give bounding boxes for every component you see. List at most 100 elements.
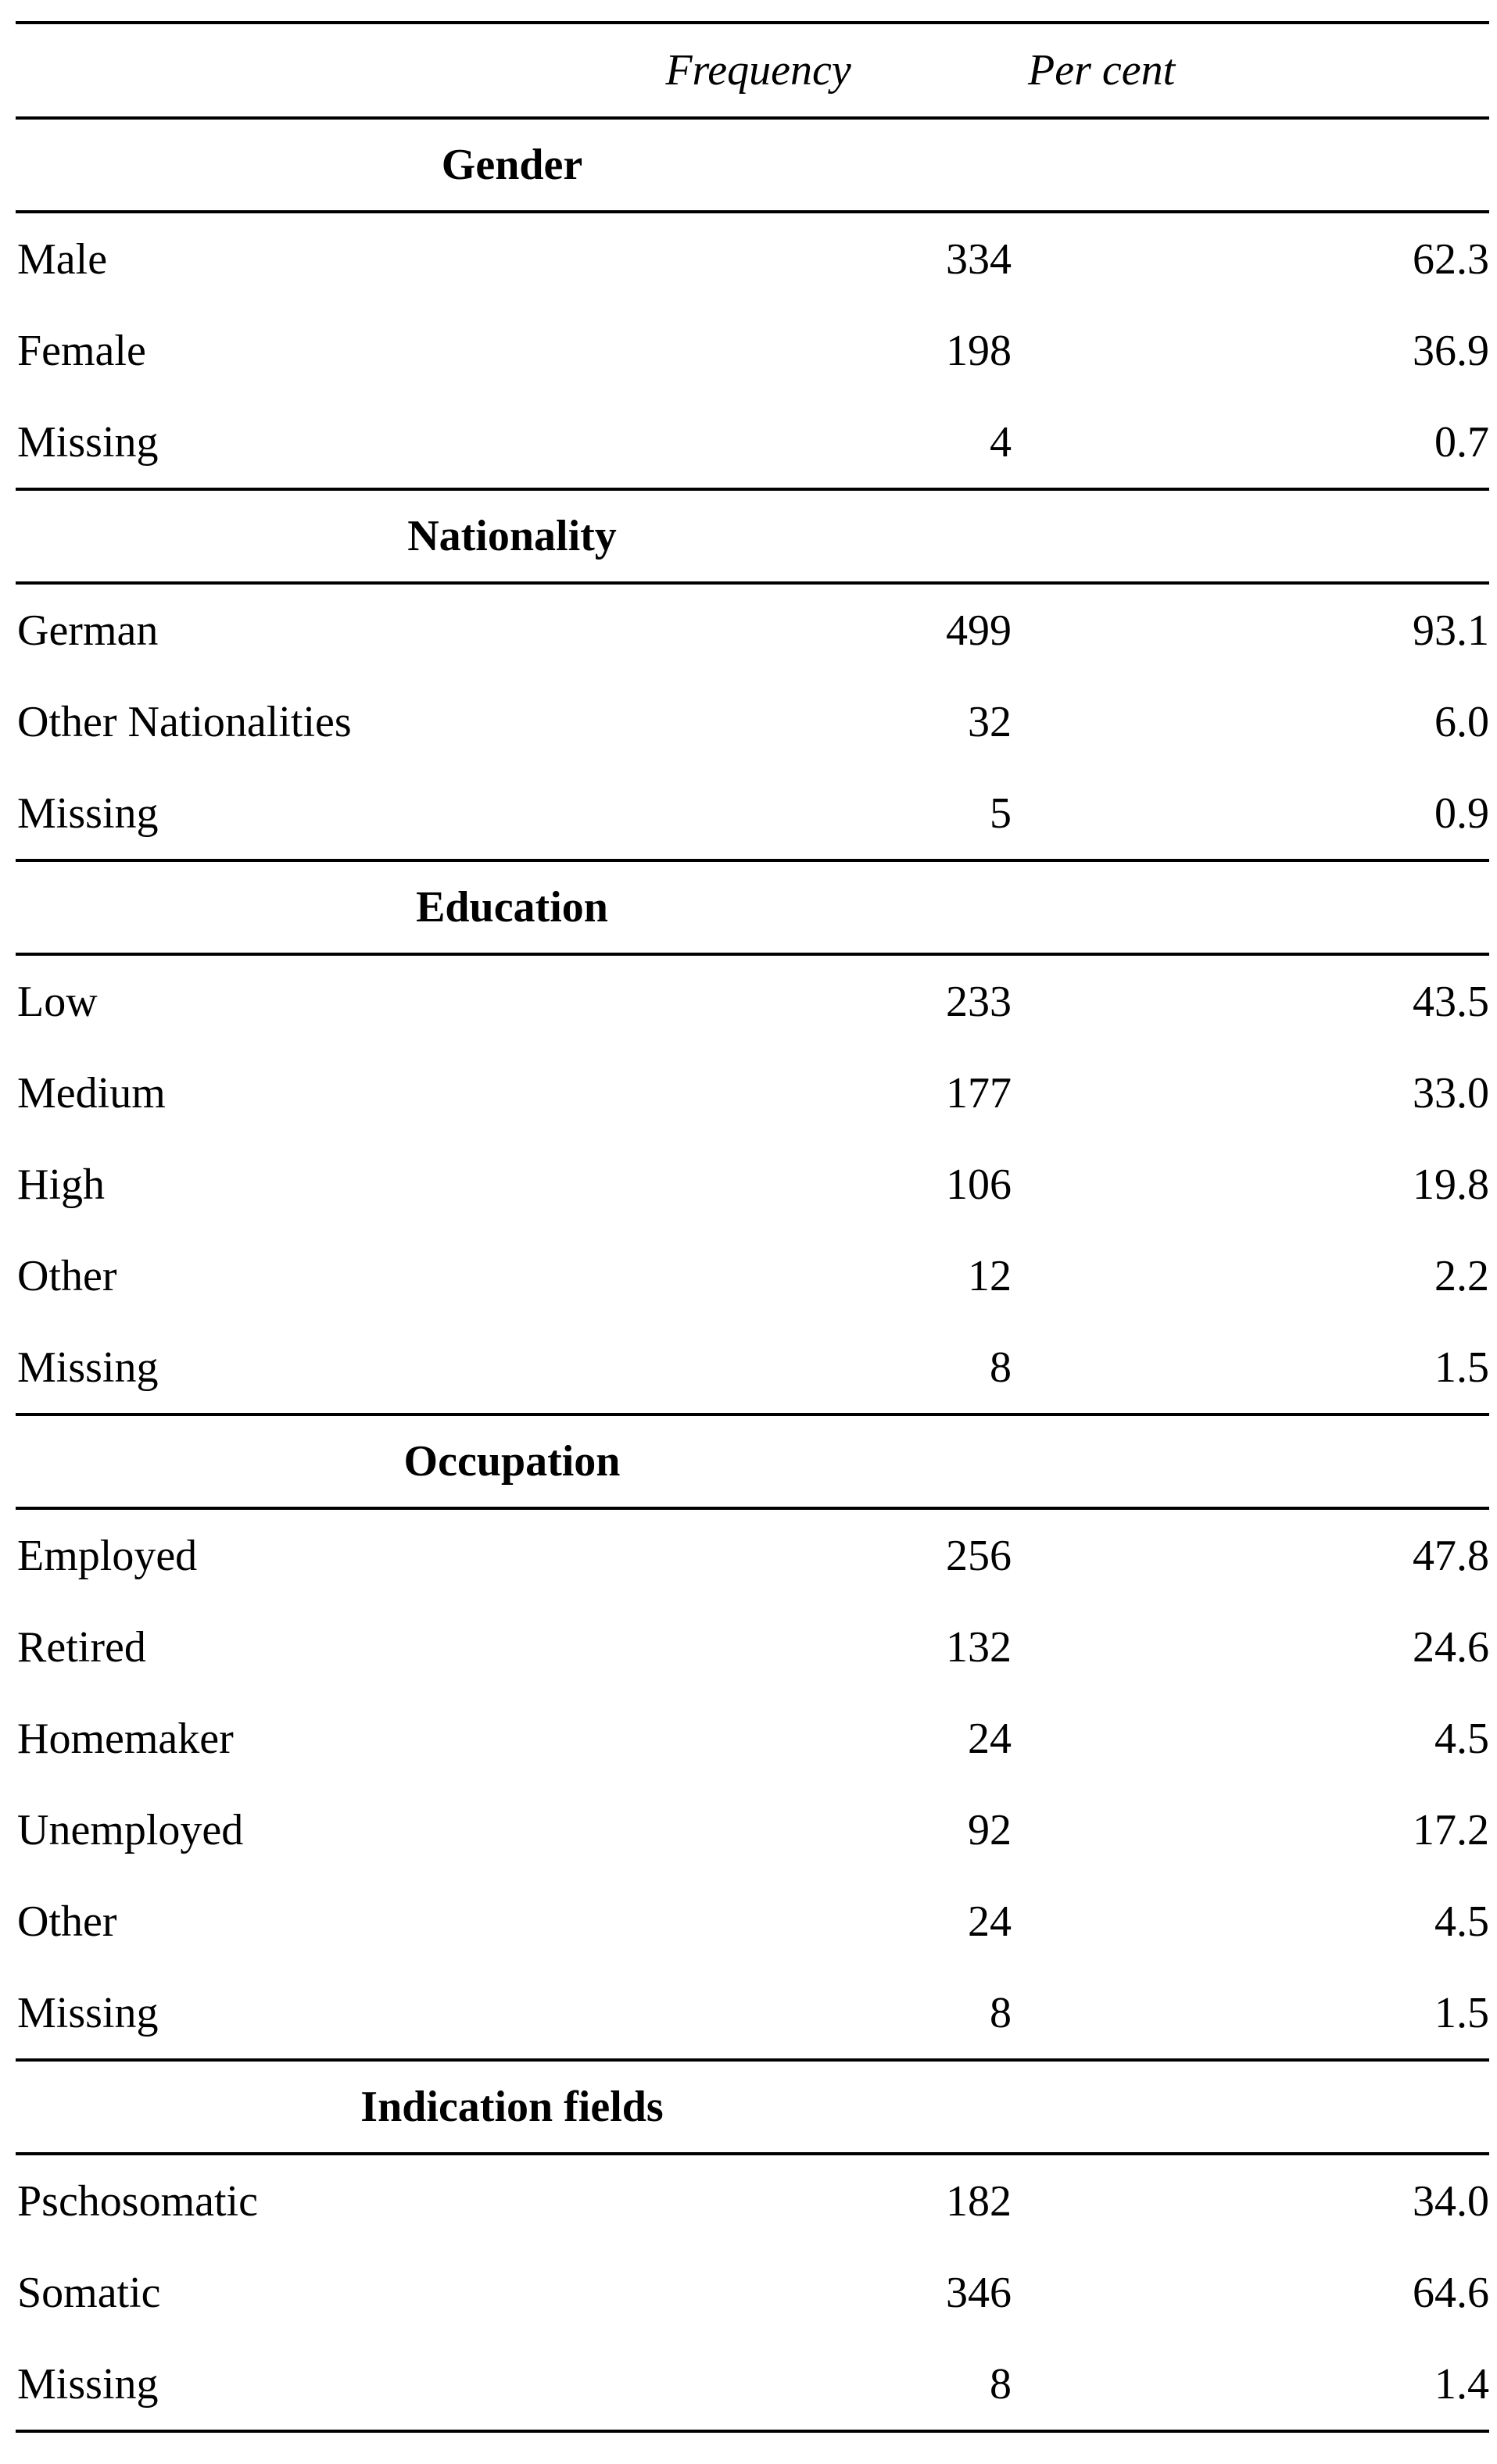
row-label: Other Nationalities	[17, 697, 352, 746]
row-percent: 34.0	[1413, 2176, 1489, 2226]
row-label: Other	[17, 1251, 117, 1300]
row-frequency: 8	[990, 1343, 1012, 1392]
row-label: Female	[17, 326, 146, 375]
row-frequency: 198	[946, 326, 1012, 375]
table-section: Education Low 233 43.5 Medium 177 33.0 High 106 1…	[16, 862, 1489, 1416]
row-label: Other	[17, 1897, 117, 1946]
frequency-table: Frequency Per cent Gender Male 334 62.3 Fema…	[16, 21, 1489, 2433]
section-title: Gender	[441, 141, 583, 189]
row-label: Missing	[17, 789, 159, 838]
row-percent: 0.9	[1434, 789, 1489, 838]
row-label: Somatic	[17, 2268, 161, 2317]
row-percent: 2.2	[1434, 1251, 1489, 1300]
row-frequency: 182	[946, 2176, 1012, 2226]
row-frequency: 334	[946, 234, 1012, 284]
row-label: Missing	[17, 2359, 159, 2409]
table-row: Missing 4 0.7	[16, 396, 1489, 488]
table-row: Other 24 4.5	[16, 1876, 1489, 1967]
section-heading-row: Occupation	[16, 1416, 1489, 1507]
row-percent: 24.6	[1413, 1622, 1489, 1672]
table-row: Missing 8 1.5	[16, 1321, 1489, 1413]
row-frequency: 8	[990, 1988, 1012, 2037]
table-row: Unemployed 92 17.2	[16, 1784, 1489, 1876]
table-section: Nationality German 499 93.1 Other Nationalit…	[16, 491, 1489, 862]
row-frequency: 4	[990, 417, 1012, 467]
row-label: High	[17, 1160, 105, 1209]
section-heading-rule	[16, 2152, 1489, 2155]
section-heading-row: Indication fields	[16, 2062, 1489, 2152]
row-frequency: 346	[946, 2268, 1012, 2317]
row-frequency: 132	[946, 1622, 1012, 1672]
table-row: High 106 19.8	[16, 1139, 1489, 1230]
section-title: Occupation	[403, 1437, 621, 1486]
table-row: Missing 8 1.4	[16, 2338, 1489, 2430]
table-header-row: Frequency Per cent	[16, 24, 1489, 116]
row-percent: 4.5	[1434, 1897, 1489, 1946]
row-label: Medium	[17, 1068, 166, 1118]
header-rule	[16, 116, 1489, 120]
table-row: Missing 8 1.5	[16, 1967, 1489, 2058]
section-title: Nationality	[407, 512, 617, 560]
row-percent: 62.3	[1413, 234, 1489, 284]
row-label: Missing	[17, 1988, 159, 2037]
table-row: Somatic 346 64.6	[16, 2247, 1489, 2338]
table-section: Occupation Employed 256 47.8 Retired 132 24.6 H…	[16, 1416, 1489, 2062]
section-end-rule	[16, 2058, 1489, 2062]
row-label: Retired	[17, 1622, 146, 1672]
row-frequency: 24	[968, 1897, 1012, 1946]
section-end-rule	[16, 2430, 1489, 2433]
table-row: German 499 93.1	[16, 585, 1489, 676]
section-heading-rule	[16, 953, 1489, 956]
row-percent: 47.8	[1413, 1531, 1489, 1580]
row-frequency: 92	[968, 1805, 1012, 1854]
table-row: Missing 5 0.9	[16, 767, 1489, 859]
table-row: Other Nationalities 32 6.0	[16, 676, 1489, 767]
header-percent: Per cent	[1028, 46, 1176, 95]
row-frequency: 5	[990, 789, 1012, 838]
header-frequency: Frequency	[665, 46, 851, 95]
row-label: Low	[17, 977, 98, 1026]
section-end-rule	[16, 488, 1489, 491]
row-frequency: 32	[968, 697, 1012, 746]
row-percent: 6.0	[1434, 697, 1489, 746]
row-frequency: 24	[968, 1714, 1012, 1763]
row-percent: 0.7	[1434, 417, 1489, 467]
row-label: Employed	[17, 1531, 198, 1580]
table-row: Other 12 2.2	[16, 1230, 1489, 1321]
row-label: German	[17, 606, 159, 655]
section-title: Indication fields	[360, 2083, 664, 2131]
row-frequency: 233	[946, 977, 1012, 1026]
table-row: Female 198 36.9	[16, 305, 1489, 396]
row-percent: 33.0	[1413, 1068, 1489, 1118]
row-percent: 4.5	[1434, 1714, 1489, 1763]
table-row: Low 233 43.5	[16, 956, 1489, 1047]
row-label: Male	[17, 234, 108, 284]
row-label: Missing	[17, 417, 159, 467]
row-percent: 36.9	[1413, 326, 1489, 375]
table-row: Employed 256 47.8	[16, 1510, 1489, 1601]
section-heading-rule	[16, 581, 1489, 585]
row-label: Unemployed	[17, 1805, 244, 1854]
row-frequency: 177	[946, 1068, 1012, 1118]
table-section: Indication fields Pschosomatic 182 34.0 Soma…	[16, 2062, 1489, 2433]
table-row: Homemaker 24 4.5	[16, 1693, 1489, 1784]
table-row: Pschosomatic 182 34.0	[16, 2155, 1489, 2247]
row-percent: 1.4	[1434, 2359, 1489, 2409]
row-frequency: 12	[968, 1251, 1012, 1300]
row-frequency: 106	[946, 1160, 1012, 1209]
section-heading-rule	[16, 1507, 1489, 1510]
row-label: Missing	[17, 1343, 159, 1392]
table-row: Medium 177 33.0	[16, 1047, 1489, 1139]
row-percent: 17.2	[1413, 1805, 1489, 1854]
section-heading-row: Nationality	[16, 491, 1489, 581]
row-label: Homemaker	[17, 1714, 234, 1763]
row-percent: 93.1	[1413, 606, 1489, 655]
table-body: Gender Male 334 62.3 Female 198 36.9 Missing 4 0.…	[16, 120, 1489, 2433]
section-heading-row: Education	[16, 862, 1489, 953]
row-percent: 1.5	[1434, 1343, 1489, 1392]
section-heading-row: Gender	[16, 120, 1489, 210]
section-title: Education	[416, 883, 608, 932]
row-percent: 19.8	[1413, 1160, 1489, 1209]
row-frequency: 8	[990, 2359, 1012, 2409]
table-row: Retired 132 24.6	[16, 1601, 1489, 1693]
